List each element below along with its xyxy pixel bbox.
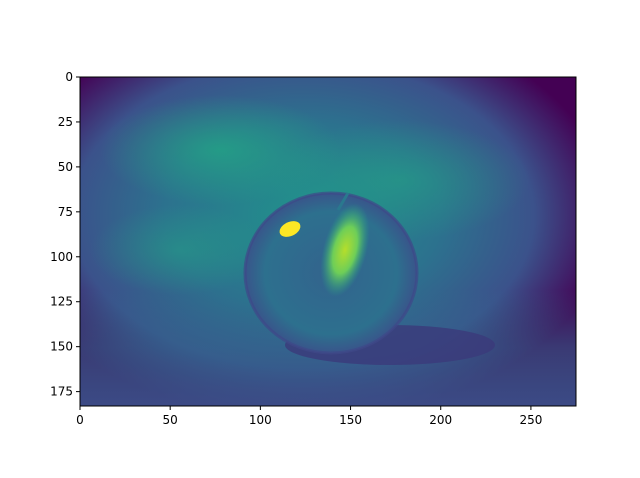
x-axis: 0 50 100 150 200 250	[76, 406, 542, 427]
y-tick-label: 25	[58, 115, 73, 129]
y-tick-label: 0	[65, 70, 73, 84]
image-content	[80, 77, 576, 406]
y-tick-label: 75	[58, 205, 73, 219]
x-tick-label: 200	[429, 413, 452, 427]
x-tick-label: 50	[163, 413, 178, 427]
x-tick-label: 100	[249, 413, 272, 427]
x-tick-label: 150	[339, 413, 362, 427]
x-tick-label: 250	[519, 413, 542, 427]
x-tick-label: 0	[76, 413, 84, 427]
y-tick-label: 100	[50, 250, 73, 264]
axes-frame	[79, 76, 577, 407]
y-tick-label: 150	[50, 340, 73, 354]
y-tick-label: 50	[58, 160, 73, 174]
y-axis: 0 25 50 75 100 125 150 175	[50, 70, 80, 399]
y-tick-label: 175	[50, 385, 73, 399]
y-tick-label: 125	[50, 295, 73, 309]
